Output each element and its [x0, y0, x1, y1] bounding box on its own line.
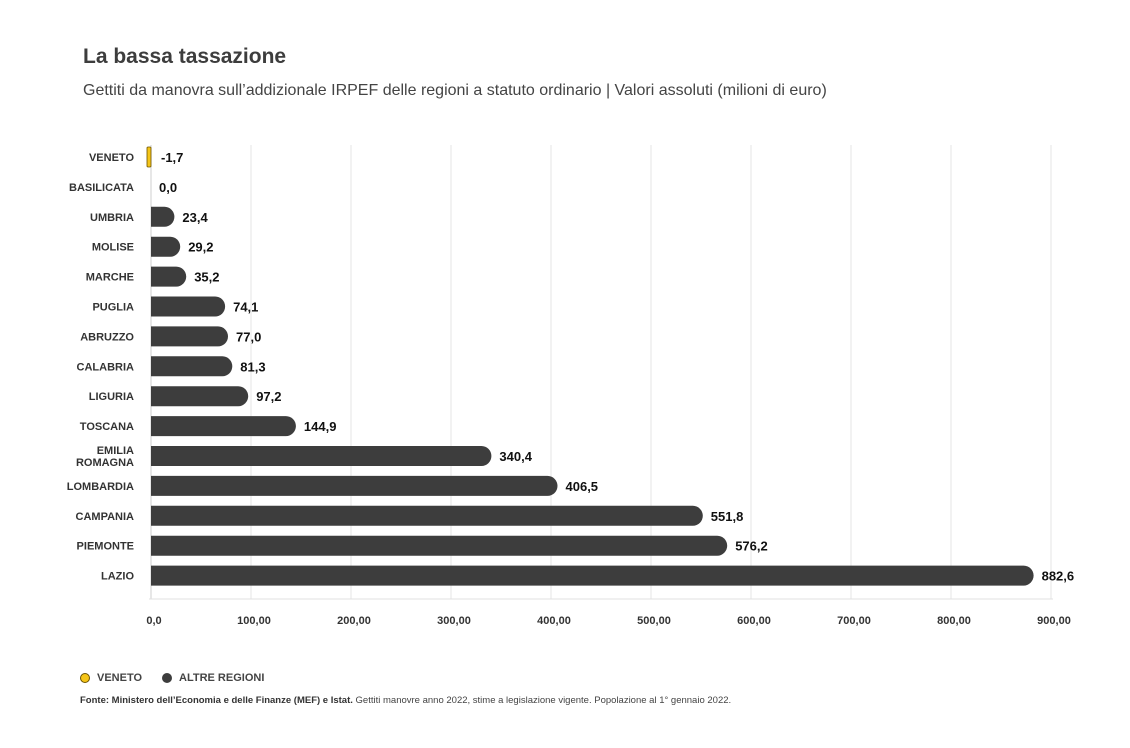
data-label: 81,3 — [240, 359, 265, 374]
data-label: 0,0 — [159, 180, 177, 195]
category-label: VENETO — [89, 152, 134, 164]
x-tick-label: 100,00 — [237, 615, 271, 627]
legend-label-others: ALTRE REGIONI — [179, 672, 265, 684]
data-label: 97,2 — [256, 389, 281, 404]
legend: VENETO ALTRE REGIONI — [80, 672, 284, 684]
bar — [151, 565, 1034, 586]
category-label: EMILIA — [97, 445, 134, 457]
chart-subtitle: Gettiti da manovra sull’addizionale IRPE… — [83, 82, 827, 99]
source-note: Fonte: Ministero dell’Economia e delle F… — [80, 695, 731, 706]
category-label: LAZIO — [101, 571, 134, 583]
source-bold: Fonte: Ministero dell’Economia e delle F… — [80, 695, 353, 706]
data-label: 23,4 — [182, 210, 208, 225]
bar — [151, 326, 229, 347]
bar — [151, 296, 226, 317]
bar-chart: VENETO -1,7 BASILICATA 0,0 UMBRIA 23,4 MOLISE 2… — [67, 145, 1074, 627]
bar — [151, 386, 249, 407]
data-label: 882,6 — [1042, 569, 1075, 584]
legend-item-others: ALTRE REGIONI — [162, 672, 264, 684]
category-label: LOMBARDIA — [67, 481, 134, 493]
data-label: 35,2 — [194, 270, 219, 285]
bar — [151, 416, 296, 437]
source-rest: Gettiti manovre anno 2022, stime a legis… — [352, 695, 732, 706]
data-label: 551,8 — [711, 509, 744, 524]
data-label: 29,2 — [188, 240, 213, 255]
data-label: 340,4 — [499, 449, 532, 464]
category-label: PIEMONTE — [77, 541, 134, 553]
data-label: 144,9 — [304, 419, 337, 434]
x-tick-label: 800,00 — [937, 615, 971, 627]
labels: VENETO -1,7 BASILICATA 0,0 UMBRIA 23,4 MOLISE 2… — [67, 150, 1074, 584]
category-label: TOSCANA — [80, 421, 134, 433]
category-label: BASILICATA — [69, 182, 134, 194]
bar — [151, 535, 728, 556]
x-tick-label: 0,0 — [146, 615, 161, 627]
data-label: 576,2 — [735, 539, 768, 554]
x-tick-label: 400,00 — [537, 615, 571, 627]
category-label: MARCHE — [86, 272, 134, 284]
data-label: 77,0 — [236, 329, 261, 344]
bar — [151, 236, 181, 257]
legend-dot-highlight — [80, 673, 90, 683]
bar — [146, 146, 152, 168]
bar — [151, 206, 175, 227]
data-label: 74,1 — [233, 300, 258, 315]
bar — [151, 505, 703, 526]
x-tick-label: 500,00 — [637, 615, 671, 627]
category-label: MOLISE — [92, 242, 134, 254]
bars — [146, 146, 1034, 586]
bar — [151, 446, 492, 466]
chart-title: La bassa tassazione — [83, 45, 287, 68]
bar — [151, 356, 233, 377]
x-tick-label: 600,00 — [737, 615, 771, 627]
x-tick-label: 200,00 — [337, 615, 371, 627]
category-label: CALABRIA — [77, 361, 134, 373]
category-label: PUGLIA — [92, 302, 134, 314]
x-tick-label: 700,00 — [837, 615, 871, 627]
bar — [151, 266, 187, 287]
category-label: ROMAGNA — [76, 457, 134, 469]
category-label: UMBRIA — [90, 212, 134, 224]
x-axis: 0,0 100,00 200,00 300,00 400,00 500,00 600,00 7… — [146, 615, 1070, 627]
x-tick-label: 900,00 — [1037, 615, 1071, 627]
data-label: -1,7 — [161, 150, 183, 165]
category-label: LIGURIA — [89, 391, 134, 403]
category-label: ABRUZZO — [80, 331, 134, 343]
grid-lines — [149, 145, 1053, 600]
legend-dot-others — [162, 673, 173, 683]
data-label: 406,5 — [566, 479, 599, 494]
legend-item-veneto: VENETO — [80, 672, 142, 684]
legend-label-highlight: VENETO — [97, 672, 143, 684]
bar — [151, 475, 558, 496]
category-label: CAMPANIA — [76, 511, 135, 523]
x-tick-label: 300,00 — [437, 615, 471, 627]
